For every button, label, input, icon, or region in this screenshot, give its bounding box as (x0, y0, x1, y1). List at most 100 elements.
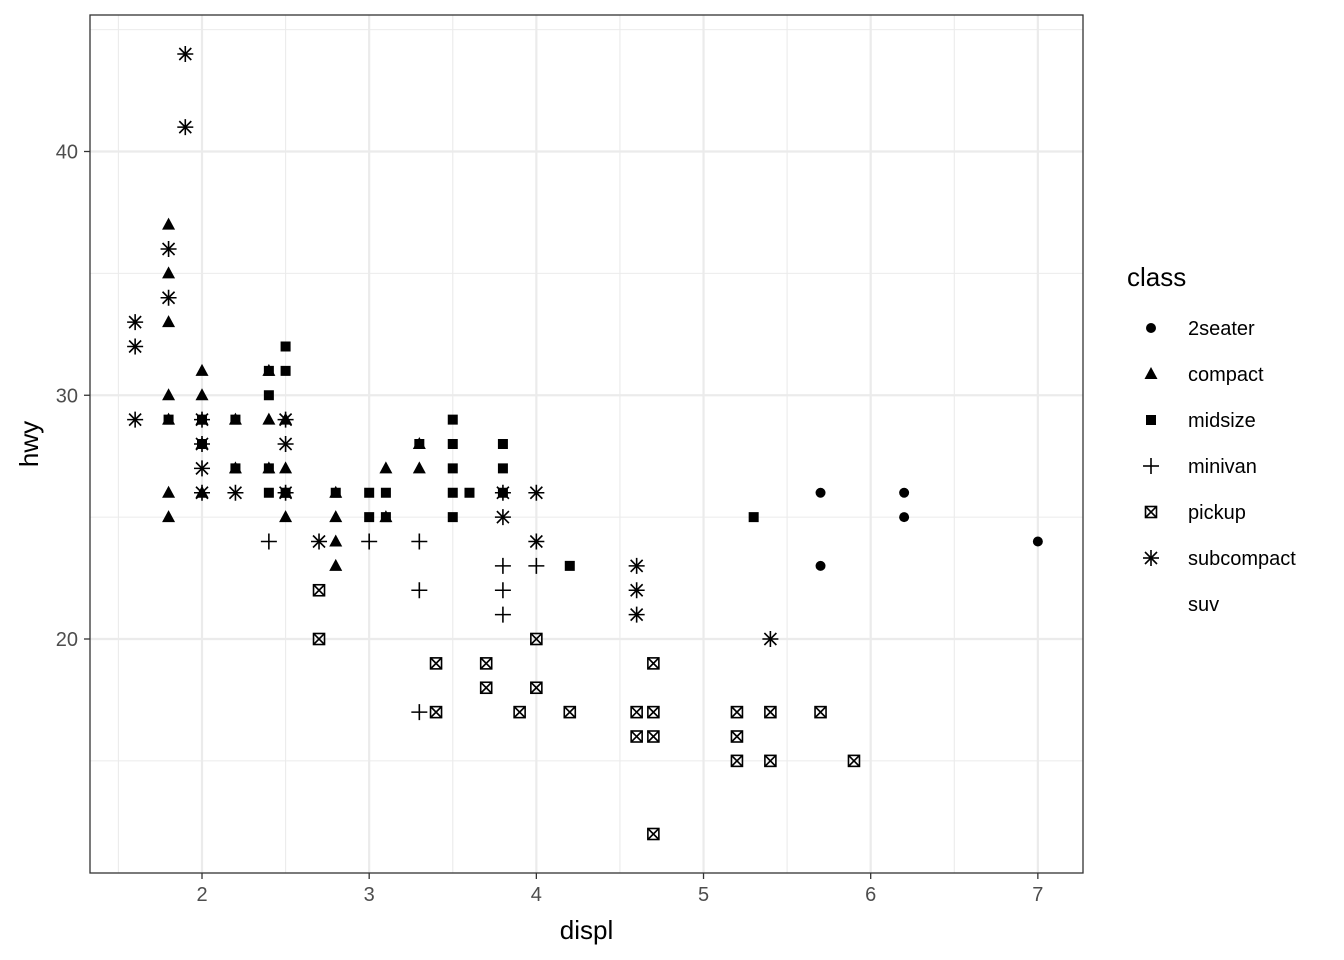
point-midsize (330, 487, 341, 498)
point-pickup (647, 827, 660, 841)
point-midsize (380, 487, 391, 498)
point-2seater (1032, 536, 1043, 547)
point-compact (379, 461, 393, 474)
point-minivan (411, 704, 428, 721)
point-pickup (764, 705, 777, 719)
y-axis-label: hwy (14, 421, 44, 467)
point-pickup (730, 754, 744, 768)
point-pickup (730, 705, 744, 719)
point-2seater (815, 487, 826, 498)
point-midsize (230, 414, 241, 425)
x-tick-label: 2 (196, 884, 207, 906)
legend-label-minivan: minivan (1188, 456, 1257, 478)
legend: class 2seater compact midsize minivan pickup… (1127, 262, 1296, 616)
point-midsize (263, 390, 274, 401)
point-minivan (494, 582, 511, 599)
point-compact (279, 461, 293, 474)
point-pickup (764, 754, 777, 768)
point-midsize (464, 487, 475, 498)
point-subcompact (177, 119, 194, 136)
x-axis-label: displ (560, 915, 613, 945)
point-pickup (630, 730, 643, 743)
point-pickup (647, 657, 660, 670)
legend-key-compact (1144, 367, 1158, 379)
x-tick-label: 6 (865, 884, 876, 906)
y-tick-label: 40 (56, 142, 78, 164)
legend-label-midsize: midsize (1188, 410, 1256, 432)
point-pickup (647, 730, 660, 743)
point-pickup (563, 705, 577, 719)
point-subcompact (494, 484, 511, 501)
point-minivan (494, 557, 511, 574)
point-compact (162, 217, 176, 230)
point-midsize (364, 512, 375, 523)
point-subcompact (762, 631, 779, 647)
point-compact (329, 534, 343, 547)
legend-key-midsize (1146, 415, 1156, 425)
point-subcompact (311, 533, 328, 550)
point-subcompact (528, 533, 545, 550)
legend-label-suv: suv (1188, 594, 1219, 616)
point-midsize (280, 365, 291, 376)
x-tick-label: 5 (698, 884, 709, 906)
point-compact (162, 315, 176, 328)
point-midsize (263, 463, 274, 474)
point-subcompact (277, 436, 294, 452)
point-midsize (447, 487, 458, 498)
point-subcompact (127, 411, 144, 428)
point-subcompact (494, 509, 511, 526)
point-midsize (263, 487, 274, 498)
point-compact (329, 558, 343, 571)
point-pickup (479, 681, 493, 695)
legend-key-2seater (1146, 323, 1156, 333)
point-2seater (899, 487, 910, 498)
x-tick-label: 3 (364, 884, 375, 906)
point-midsize (447, 512, 458, 523)
point-minivan (494, 606, 511, 623)
point-pickup (647, 705, 660, 719)
point-minivan (528, 557, 545, 574)
point-pickup (479, 657, 493, 670)
point-midsize (748, 512, 759, 523)
point-pickup (312, 583, 326, 597)
point-subcompact (628, 606, 645, 623)
panel-border (89, 14, 1084, 874)
point-compact (329, 510, 343, 523)
point-midsize (280, 341, 291, 352)
point-midsize (263, 365, 274, 376)
y-tick-label: 30 (56, 385, 78, 407)
point-subcompact (194, 436, 211, 452)
point-midsize (564, 560, 575, 571)
legend-label-compact: compact (1188, 364, 1264, 386)
point-midsize (414, 439, 425, 449)
point-2seater (815, 560, 826, 571)
point-pickup (530, 632, 543, 646)
point-midsize (230, 463, 241, 474)
point-pickup (847, 754, 861, 768)
point-pickup (530, 681, 543, 695)
legend-key-pickup (1144, 505, 1158, 519)
point-compact (162, 266, 176, 279)
point-compact (162, 388, 176, 401)
point-subcompact (194, 460, 211, 477)
legend-label-subcompact: subcompact (1188, 548, 1296, 570)
points-layer (127, 46, 1043, 841)
point-midsize (447, 414, 458, 425)
x-tick-label: 7 (1032, 884, 1043, 906)
point-pickup (513, 705, 526, 719)
point-subcompact (227, 484, 244, 501)
point-subcompact (628, 557, 645, 574)
grid (90, 15, 1083, 873)
legend-label-2seater: 2seater (1188, 318, 1255, 340)
legend-key-minivan (1143, 458, 1159, 474)
point-compact (262, 412, 276, 425)
point-minivan (260, 533, 277, 550)
point-midsize (380, 512, 391, 523)
legend-label-pickup: pickup (1188, 502, 1246, 524)
point-subcompact (528, 484, 545, 501)
point-subcompact (194, 484, 211, 501)
point-subcompact (160, 241, 177, 257)
point-compact (195, 363, 209, 376)
point-midsize (447, 463, 458, 474)
